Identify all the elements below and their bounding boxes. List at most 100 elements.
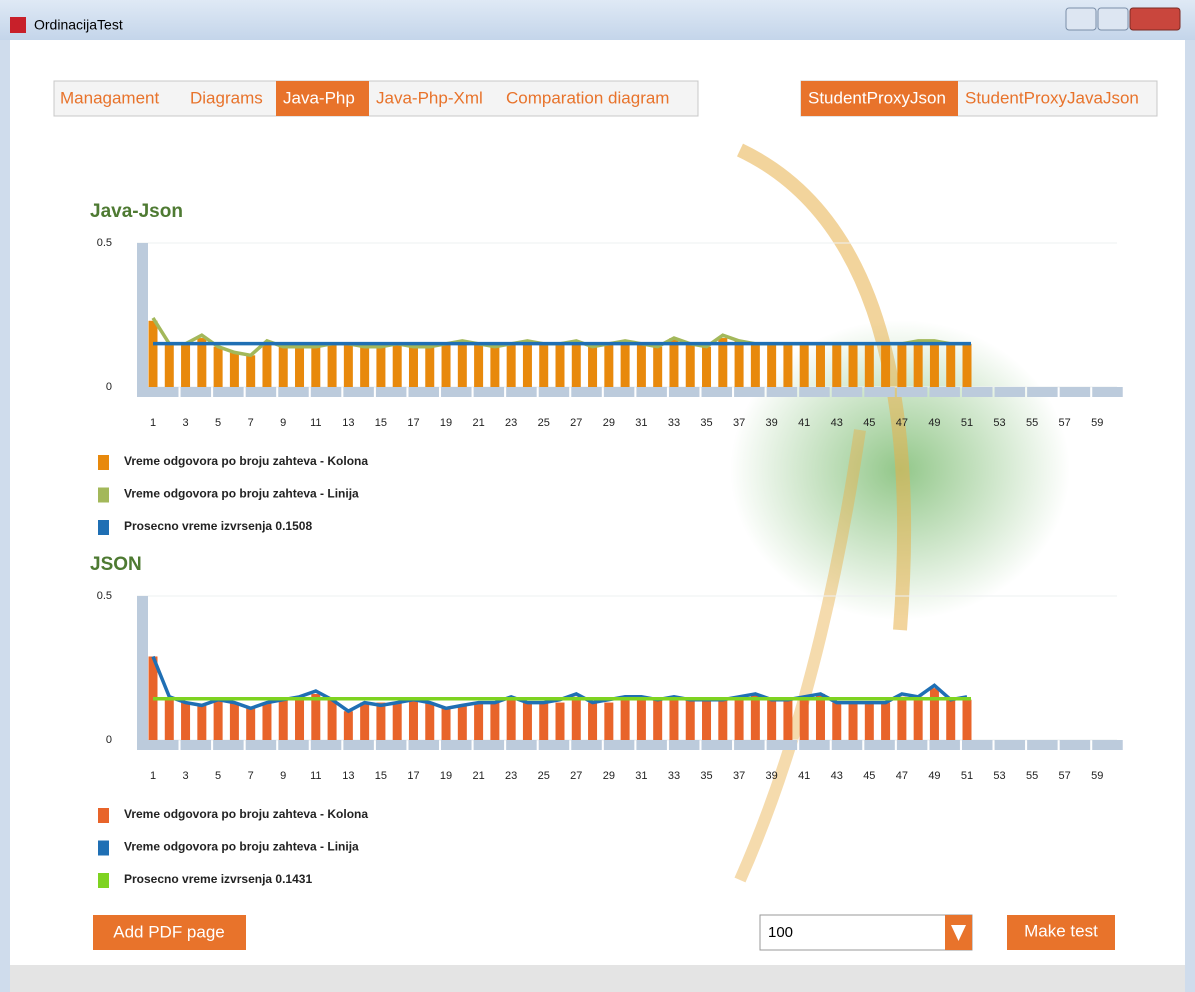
tab[interactable]: Java-Php: [283, 88, 355, 107]
axis-base: [376, 740, 407, 750]
x-tick-label: 21: [472, 770, 484, 782]
bar: [230, 703, 239, 740]
bar: [637, 697, 646, 740]
bar: [409, 347, 418, 387]
x-tick-label: 49: [928, 770, 940, 782]
button-label[interactable]: Make test: [1024, 921, 1098, 940]
tab[interactable]: Java-Php-Xml: [376, 88, 483, 107]
x-tick-label: 53: [993, 770, 1005, 782]
bar: [474, 703, 483, 740]
bar: [783, 344, 792, 387]
axis-base: [474, 387, 505, 397]
chart-title: JSON: [90, 554, 142, 575]
bar: [311, 694, 320, 740]
bar: [849, 703, 858, 740]
axis-base: [571, 387, 602, 397]
bar: [865, 344, 874, 387]
x-tick-label: 7: [248, 417, 254, 429]
bar: [474, 344, 483, 387]
x-tick-label: 3: [182, 770, 188, 782]
axis-base: [864, 740, 895, 750]
bar: [914, 697, 923, 740]
x-tick-label: 21: [472, 417, 484, 429]
tab[interactable]: Managament: [60, 88, 160, 107]
x-tick-label: 35: [700, 417, 712, 429]
status-bar: [10, 965, 1185, 992]
window-title: OrdinacijaTest: [34, 17, 123, 33]
axis-base: [376, 387, 407, 397]
window-border: [0, 40, 10, 992]
y-tick-label: 0: [106, 381, 112, 393]
axis-base: [278, 387, 309, 397]
bar: [360, 703, 369, 740]
bar: [490, 703, 499, 740]
axis-base: [181, 387, 212, 397]
bar: [425, 347, 434, 387]
x-tick-label: 29: [603, 417, 615, 429]
chart-title: Java-Json: [90, 201, 183, 222]
x-tick-label: 5: [215, 770, 221, 782]
x-tick-label: 23: [505, 417, 517, 429]
axis-base: [1060, 740, 1091, 750]
tab[interactable]: StudentProxyJson: [808, 88, 946, 107]
bar: [442, 344, 451, 387]
axis-base: [343, 387, 374, 397]
tab[interactable]: Comparation diagram: [506, 88, 669, 107]
bar: [425, 703, 434, 740]
bar: [930, 688, 939, 740]
tab[interactable]: StudentProxyJavaJson: [965, 88, 1139, 107]
legend-label: Prosecno vreme izvrsenja 0.1431: [124, 872, 312, 886]
bar: [718, 338, 727, 387]
tab[interactable]: Diagrams: [190, 88, 263, 107]
minimize-button[interactable]: [1066, 8, 1096, 30]
bar: [897, 697, 906, 740]
axis-base: [799, 740, 830, 750]
axis-base: [897, 740, 928, 750]
bar: [556, 344, 565, 387]
bar: [556, 703, 565, 740]
bar: [230, 352, 239, 387]
bar: [246, 355, 255, 387]
bar: [751, 344, 760, 387]
axis-base: [636, 740, 667, 750]
bar: [311, 347, 320, 387]
axis-base: [929, 740, 960, 750]
x-tick-label: 17: [407, 417, 419, 429]
maximize-button[interactable]: [1098, 8, 1128, 30]
axis-base: [343, 740, 374, 750]
button-label[interactable]: Add PDF page: [113, 922, 225, 941]
close-button[interactable]: [1130, 8, 1180, 30]
x-tick-label: 11: [310, 417, 321, 429]
axis-base: [213, 387, 244, 397]
bar: [181, 703, 190, 740]
bar: [214, 700, 223, 740]
x-tick-label: 39: [766, 770, 778, 782]
axis-base: [474, 740, 505, 750]
bar: [262, 703, 271, 740]
axis-base: [669, 387, 700, 397]
axis-base: [148, 387, 179, 397]
x-tick-label: 29: [603, 770, 615, 782]
x-tick-label: 55: [1026, 770, 1038, 782]
bar: [914, 341, 923, 387]
legend-label: Vreme odgovora po broju zahteva - Linija: [124, 487, 359, 501]
x-tick-label: 53: [993, 417, 1005, 429]
bar: [735, 697, 744, 740]
bar: [328, 344, 337, 387]
bar: [295, 697, 304, 740]
bar: [181, 344, 190, 387]
axis-base: [734, 387, 765, 397]
bar: [669, 338, 678, 387]
legend-swatch: [98, 520, 109, 535]
combo-value[interactable]: 100: [768, 924, 793, 941]
bar: [165, 344, 174, 387]
x-tick-label: 9: [280, 417, 286, 429]
axis-base: [636, 387, 667, 397]
x-tick-label: 9: [280, 770, 286, 782]
bar: [604, 703, 613, 740]
bar: [686, 700, 695, 740]
x-tick-label: 27: [570, 770, 582, 782]
x-tick-label: 33: [668, 770, 680, 782]
axis-base: [832, 387, 863, 397]
x-tick-label: 1: [150, 417, 156, 429]
